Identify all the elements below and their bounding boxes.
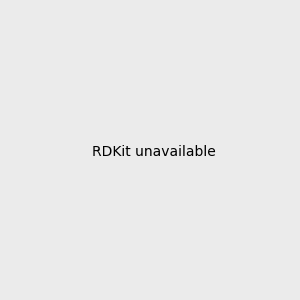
Text: RDKit unavailable: RDKit unavailable — [92, 145, 216, 158]
